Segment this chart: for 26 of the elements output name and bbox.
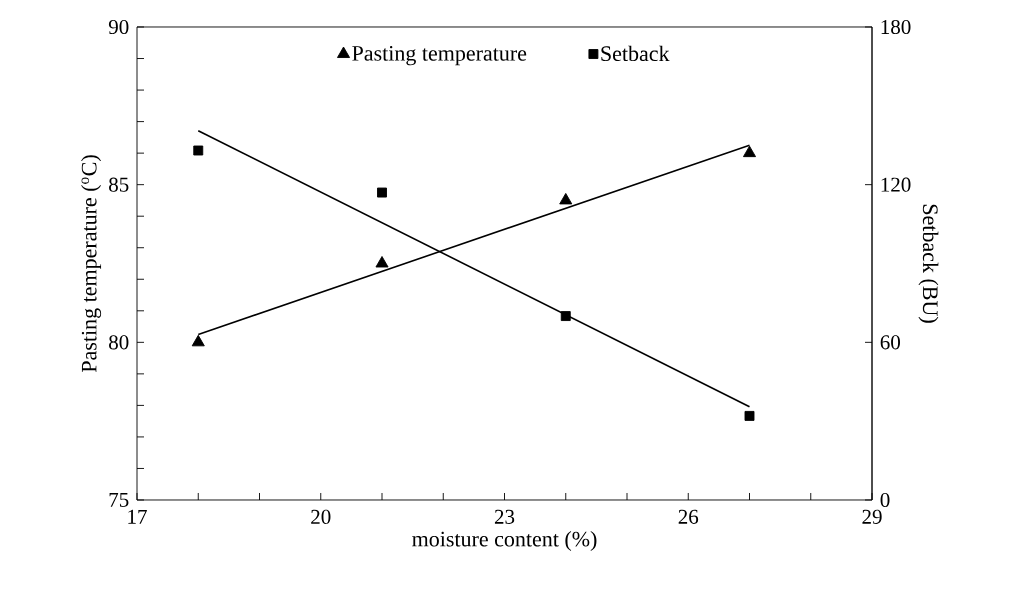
point bbox=[193, 145, 204, 156]
y2-axis-title: Setback (BU) bbox=[918, 204, 939, 323]
point bbox=[375, 256, 389, 268]
legend-label: Setback bbox=[601, 45, 670, 62]
y-tick-label: 80 bbox=[109, 335, 129, 350]
x-tick-label: 26 bbox=[678, 509, 699, 524]
point bbox=[377, 187, 387, 198]
y-axis-title: Pasting temperature ($^{o}$C) bbox=[81, 155, 102, 373]
y2-tick-label: 0 bbox=[880, 492, 890, 508]
x-tick-label: 17 bbox=[128, 509, 147, 524]
y2-tick-label: 180 bbox=[881, 19, 911, 35]
point bbox=[744, 410, 755, 421]
y-tick-label: 75 bbox=[109, 493, 129, 507]
y2-tick-label: 60 bbox=[880, 335, 900, 350]
y-tick-label: 85 bbox=[109, 177, 129, 192]
y2-tick-label: 120 bbox=[881, 177, 911, 192]
x-axis-title: moisture content (%) bbox=[412, 531, 597, 552]
x-tick-label: 20 bbox=[311, 509, 331, 524]
x-tick-label: 29 bbox=[862, 509, 882, 524]
x-tick-label: 23 bbox=[494, 509, 515, 524]
point bbox=[743, 145, 757, 158]
y-tick-label: 90 bbox=[108, 19, 129, 35]
point bbox=[191, 334, 205, 347]
point bbox=[559, 192, 573, 205]
point bbox=[560, 311, 571, 322]
legend-label: Pasting temperature bbox=[352, 45, 527, 66]
